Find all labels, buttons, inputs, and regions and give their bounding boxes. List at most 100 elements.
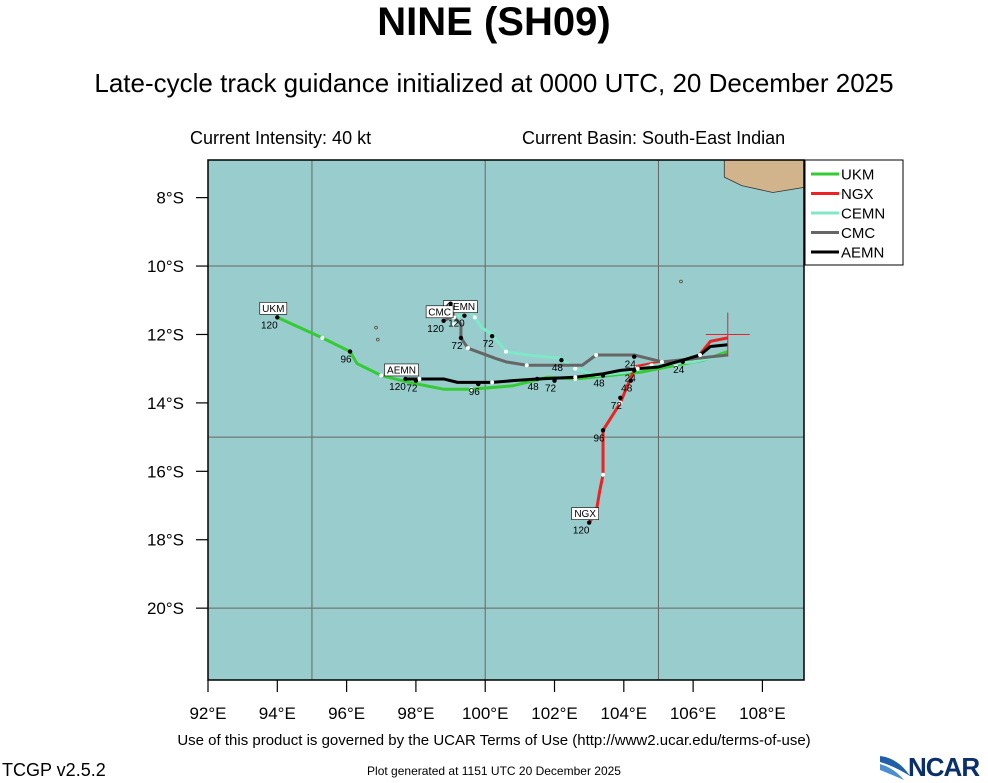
track-point [524,363,529,368]
island [374,325,378,330]
map-frame [207,159,805,681]
track-point [379,373,384,378]
version-label: TCGP v2.5.2 [2,760,106,780]
lat-tick-label: 14°S [147,394,184,413]
ncar-logo: NCAR [880,752,988,782]
track-point [465,346,470,351]
model-name-box [384,363,419,377]
lon-tick-label: 92°E [189,704,226,723]
model-name-box [425,305,454,319]
track-point [573,375,578,380]
forecast-hour-label: 120 [261,320,278,331]
forecast-hour-label: 72 [451,341,463,352]
forecast-hour-dot [552,378,557,383]
forecast-hour-dot [275,315,280,320]
terms-of-use: Use of this product is governed by the U… [177,732,811,749]
current-basin: Current Basin: South-East Indian [522,128,786,148]
lat-tick-label: 10°S [147,257,184,276]
ocean-area [208,160,804,680]
forecast-hour-label: 48 [593,379,605,390]
forecast-hour-dot [347,349,353,354]
lon-tick-label: 96°E [328,704,365,723]
track-aemn [405,343,728,385]
forecast-hour-dot [586,520,592,525]
forecast-hour-dot [618,395,623,400]
track-point [320,335,325,340]
forecast-hour-label: 72 [611,401,623,412]
forecast-hour-dot [489,333,495,339]
forecast-hour-dot [476,381,481,387]
forecast-hour-dot [632,354,637,359]
model-name-label: UKM [262,304,284,315]
forecast-hour-label: 120 [389,382,406,393]
lon-tick-label: 102°E [531,704,578,723]
lon-tick-label: 106°E [670,704,717,723]
lon-tick-label: 100°E [462,704,509,723]
lat-tick-label: 16°S [147,462,184,481]
forecast-hour-label: 48 [528,382,540,393]
forecast-hour-dot [441,318,446,323]
forecast-hour-dot [680,359,685,365]
track-line-cmc [442,302,728,367]
forecast-hour-label: 24 [625,360,637,371]
lat-tick-label: 18°S [147,531,184,550]
ncar-logo-text: NCAR [908,752,980,782]
model-name-label: AEMN [387,365,416,376]
forecast-hour-label: 120 [573,526,590,537]
forecast-hour-label: 24 [673,365,685,376]
forecast-hour-dot [559,357,564,363]
track-point [573,366,578,371]
forecast-hour-dot [600,428,606,433]
model-name-label: CMC [428,307,451,318]
island [679,279,683,284]
forecast-hour-dot [462,313,467,318]
track-point [490,380,495,385]
track-point [601,472,606,477]
legend-label-aemn: AEMN [841,245,884,262]
island [376,337,380,342]
track-point [452,322,457,327]
lat-tick-label: 12°S [147,325,184,344]
track-point [472,315,477,320]
forecast-hour-label: 96 [341,355,353,366]
model-name-box [571,507,599,520]
lon-tick-label: 108°E [739,704,786,723]
forecast-hour-label: 48 [552,363,564,374]
track-point [469,387,474,392]
page-subtitle: Late-cycle track guidance initialized at… [94,68,894,98]
forecast-hour-label: 120 [448,319,465,330]
model-name-box [259,302,288,315]
track-cmc [441,302,728,368]
ncar-logo-swoosh-icon [880,756,910,780]
legend-label-cemn: CEMN [841,206,885,223]
lat-tick-label: 8°S [156,189,184,208]
legend: UKM NGX CEMN CMC AEMN [804,159,904,266]
forecast-hour-dot [600,373,606,378]
track-point [698,353,703,357]
forecast-hour-label: 48 [621,384,633,395]
legend-label-ukm: UKM [841,167,874,184]
forecast-hour-label: 96 [469,387,481,398]
model-name-label: NGX [574,509,596,520]
track-line-ukm [276,316,729,391]
track-point [417,376,422,381]
forecast-hour-label: 96 [593,433,605,444]
model-name-label: CEMN [446,302,475,313]
forecast-hour-dot [534,376,540,382]
track-point [618,400,623,405]
forecast-hour-label: 120 [427,324,444,335]
forecast-hour-dot [448,301,453,306]
lat-tick-label: 20°S [147,599,184,618]
track-point [594,353,599,357]
page-title: NINE (SH09) [377,0,611,44]
forecast-hour-label: 72 [406,384,418,395]
generated-timestamp: Plot generated at 1151 UTC 20 December 2… [367,764,621,778]
lon-tick-label: 94°E [259,704,296,723]
forecast-hour-dot [458,335,464,341]
lon-tick-label: 98°E [397,704,434,723]
legend-label-ngx: NGX [841,186,874,203]
legend-label-cmc: CMC [841,225,875,242]
current-intensity: Current Intensity: 40 kt [190,128,372,148]
track-point [504,349,508,354]
